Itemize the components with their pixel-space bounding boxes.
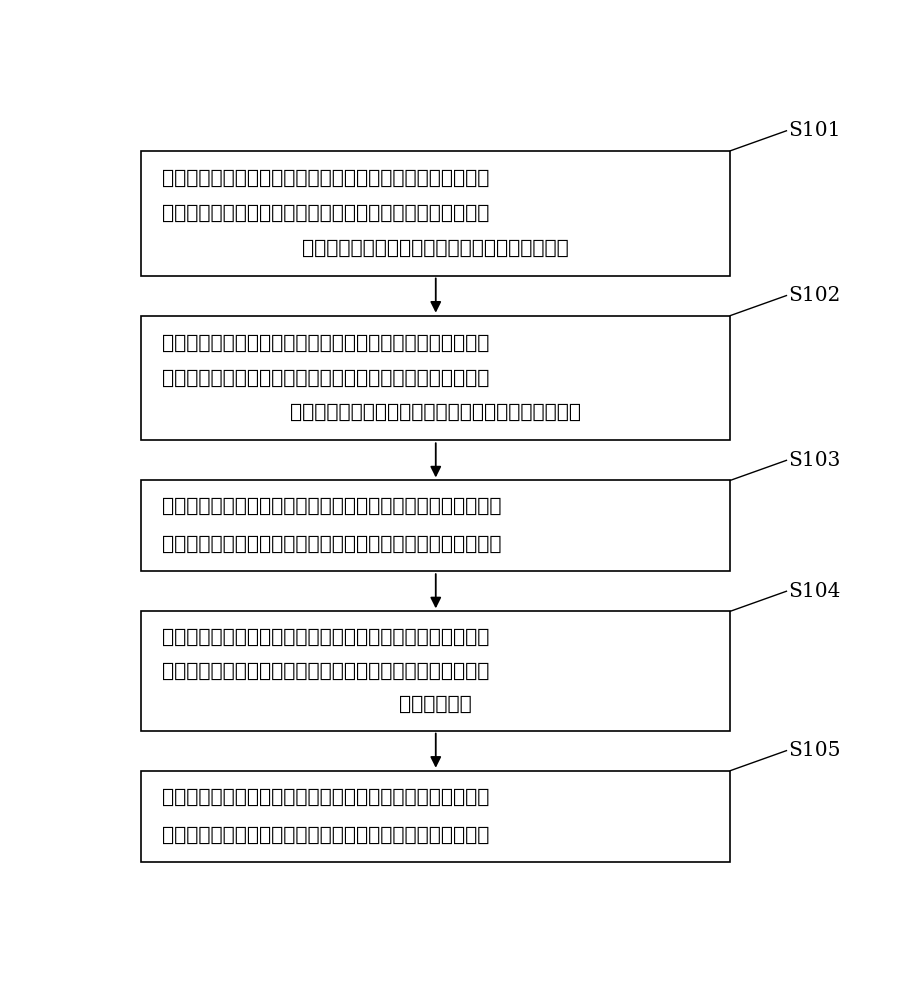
Text: 将每一个机器人的坐标信息及其对应的围捕控制点导入控制层: 将每一个机器人的坐标信息及其对应的围捕控制点导入控制层: [162, 787, 490, 806]
Text: 取，得到群体机器人的当前围捕形态，进而获取每一个机器人: 取，得到群体机器人的当前围捕形态，进而获取每一个机器人: [162, 661, 490, 680]
Text: S101: S101: [788, 121, 841, 140]
Text: S105: S105: [788, 741, 841, 760]
Text: 将目标坐标信息和障碍物坐标信息导入形成层进行形态梯度提: 将目标坐标信息和障碍物坐标信息导入形成层进行形态梯度提: [162, 628, 490, 647]
Text: S102: S102: [788, 286, 840, 305]
Text: 基于基因调控网络模型包括创建层、形成层和控制层，将每一: 基于基因调控网络模型包括创建层、形成层和控制层，将每一: [162, 334, 490, 353]
Bar: [141, 316, 730, 440]
Text: 行坐标转换，获取在当前时刻局部坐标系内的所有个体坐标信息: 行坐标转换，获取在当前时刻局部坐标系内的所有个体坐标信息: [162, 535, 501, 554]
Text: 个机器人到目标的相对距离和每两个机器人之间的相对距离导: 个机器人到目标的相对距离和每两个机器人之间的相对距离导: [162, 368, 490, 387]
Text: 到目标的相对距离和每两个机器人之间的相对距离: 到目标的相对距离和每两个机器人之间的相对距离: [302, 239, 569, 258]
Bar: [141, 611, 730, 731]
Bar: [141, 480, 730, 571]
Text: 当群体机器人在未知环境中搜索到目标时，利用群体机器人机: 当群体机器人在未知环境中搜索到目标时，利用群体机器人机: [162, 169, 490, 188]
Text: 调用未知环境中所有个体在上一时刻局部坐标系内的坐标信息进: 调用未知环境中所有个体在上一时刻局部坐标系内的坐标信息进: [162, 497, 501, 516]
Text: 载的传感器对目标周围环境信息进行探测，获取每一个机器人: 载的传感器对目标周围环境信息进行探测，获取每一个机器人: [162, 204, 490, 223]
Text: S104: S104: [788, 582, 840, 601]
Text: 中，利用集群控制算法引导群体机器人朝着目标进行移动围捕: 中，利用集群控制算法引导群体机器人朝着目标进行移动围捕: [162, 826, 490, 845]
Bar: [141, 151, 730, 276]
Text: S103: S103: [788, 451, 840, 470]
Bar: [141, 771, 730, 862]
Text: 的围捕控制点: 的围捕控制点: [399, 695, 472, 714]
Text: 入创建层进行数据融合计算，得到当前时刻局部坐标系: 入创建层进行数据融合计算，得到当前时刻局部坐标系: [291, 403, 581, 422]
